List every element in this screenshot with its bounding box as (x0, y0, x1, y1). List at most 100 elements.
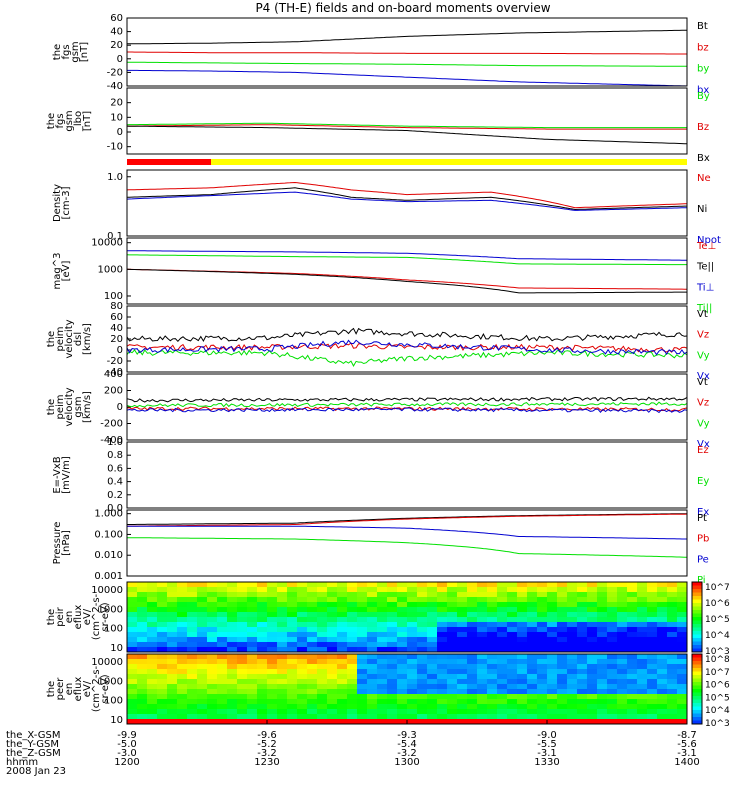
heatmap-cell (207, 694, 218, 700)
heatmap-cell (287, 719, 298, 725)
heatmap-cell (217, 637, 228, 643)
heatmap-cell (537, 582, 548, 588)
heatmap-cell (417, 592, 428, 598)
heatmap-cell (287, 674, 298, 680)
heatmap-cell (127, 592, 138, 598)
heatmap-cell (627, 709, 638, 715)
heatmap-cell (357, 684, 368, 690)
heatmap-cell (267, 714, 278, 720)
heatmap-cell (207, 642, 218, 648)
xtick-label: -3.1 (677, 748, 697, 759)
heatmap-cell (147, 597, 158, 603)
heatmap-cell (627, 669, 638, 675)
heatmap-cell (627, 719, 638, 725)
heatmap-cell (677, 607, 688, 613)
heatmap-cell (227, 714, 238, 720)
heatmap-cell (397, 632, 408, 638)
heatmap-cell (637, 602, 648, 608)
heatmap-cell (197, 622, 208, 628)
heatmap-cell (537, 694, 548, 700)
heatmap-cell (357, 699, 368, 705)
heatmap-cell (607, 654, 618, 660)
heatmap-cell (397, 617, 408, 623)
heatmap-cell (197, 602, 208, 608)
heatmap-cell (317, 704, 328, 710)
heatmap-cell (667, 694, 678, 700)
xaxis-row-label: 2008 Jan 23 (6, 766, 66, 777)
heatmap-cell (487, 647, 498, 653)
heatmap-cell (667, 714, 678, 720)
heatmap-cell (557, 684, 568, 690)
heatmap-cell (347, 714, 358, 720)
heatmap-cell (227, 654, 238, 660)
heatmap-cell (357, 592, 368, 598)
colorbar-step (692, 627, 702, 632)
heatmap-cell (617, 659, 628, 665)
ytick-label: 0.010 (94, 550, 123, 561)
heatmap-cell (167, 669, 178, 675)
heatmap-cell (517, 719, 528, 725)
heatmap-cell (177, 597, 188, 603)
heatmap-cell (437, 617, 448, 623)
heatmap-cell (227, 632, 238, 638)
heatmap-cell (237, 612, 248, 618)
heatmap-cell (607, 647, 618, 653)
heatmap-cell (407, 719, 418, 725)
panel-frame (126, 169, 688, 237)
heatmap-cell (507, 664, 518, 670)
heatmap-cell (577, 622, 588, 628)
heatmap-cell (397, 587, 408, 593)
xtick-label: -5.5 (537, 739, 557, 750)
panel-frame (126, 441, 688, 509)
heatmap-cell (147, 592, 158, 598)
heatmap-cell (157, 637, 168, 643)
heatmap-cell (457, 669, 468, 675)
heatmap-cell (197, 674, 208, 680)
xtick-label: 1300 (394, 757, 419, 768)
legend-Te⊥: Te⊥ (696, 241, 716, 252)
heatmap-cell (357, 694, 368, 700)
heatmap-cell (327, 714, 338, 720)
heatmap-cell (477, 694, 488, 700)
heatmap-cell (267, 592, 278, 598)
heatmap-cell (347, 642, 358, 648)
heatmap-cell (367, 597, 378, 603)
heatmap-cell (527, 587, 538, 593)
heatmap-cell (567, 674, 578, 680)
heatmap-cell (507, 659, 518, 665)
heatmap-cell (577, 714, 588, 720)
heatmap-cell (277, 602, 288, 608)
legend-Vx: Vx (697, 439, 710, 450)
heatmap-cell (157, 664, 168, 670)
heatmap-cell (197, 719, 208, 725)
ylabel-peim_velocity_dsl: the (46, 331, 57, 347)
colorbar-step (692, 685, 702, 690)
heatmap-cell (457, 704, 468, 710)
heatmap-cell (317, 622, 328, 628)
heatmap-cell (557, 704, 568, 710)
heatmap-cell (427, 607, 438, 613)
heatmap-cell (137, 632, 148, 638)
heatmap-cell (677, 587, 688, 593)
heatmap-cell (487, 582, 498, 588)
heatmap-cell (517, 674, 528, 680)
ytick-label: 1.0 (107, 437, 123, 448)
colorbar-step (692, 624, 702, 628)
ytick-label: 40 (110, 27, 123, 38)
heatmap-cell (597, 654, 608, 660)
heatmap-cell (177, 714, 188, 720)
ylabel-density: [cm-3] (61, 186, 72, 219)
heatmap-cell (497, 632, 508, 638)
ylabel-peer_eflux: peer (55, 677, 66, 701)
heatmap-cell (677, 714, 688, 720)
heatmap-cell (657, 592, 668, 598)
heatmap-cell (587, 617, 598, 623)
heatmap-cell (337, 637, 348, 643)
heatmap-cell (307, 694, 318, 700)
heatmap-cell (487, 622, 498, 628)
xtick-label: -3.1 (537, 748, 557, 759)
heatmap-cell (547, 587, 558, 593)
heatmap-cell (137, 587, 148, 593)
heatmap-cell (307, 602, 318, 608)
